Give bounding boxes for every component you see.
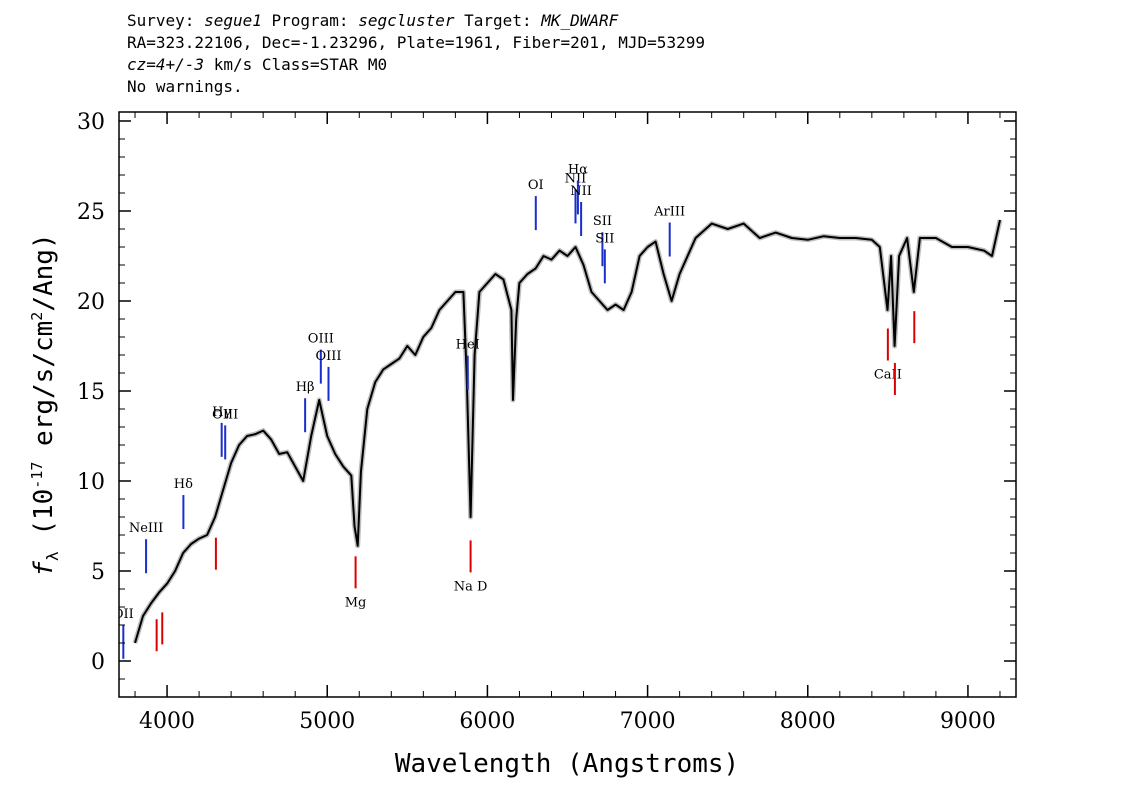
emission-line-label: HeI [456,338,480,353]
y-axis-units-part1: (10 [29,489,59,552]
absorption-line-label: Mg [345,595,367,610]
y-tick-label: 10 [77,470,105,495]
header-line-2: RA=323.22106, Dec=-1.23296, Plate=1961, … [127,33,705,52]
x-axis-title: Wavelength (Angstroms) [395,749,739,779]
y-axis-lambda-subscript: λ [43,551,62,561]
y-tick-label: 25 [77,200,105,225]
y-tick-label: 0 [91,650,105,675]
spectrum-line [134,219,1001,644]
emission-line-label: Hβ [296,380,315,395]
x-tick-label: 5000 [299,709,355,734]
emission-line-label: Hδ [174,477,193,492]
spectrum-header: Survey: segue1 Program: segcluster Targe… [127,10,705,98]
header-line-3: cz=4+/-3 km/s Class=STAR M0 [127,54,705,76]
absorption-line-label: CaII [874,367,902,382]
emission-line-label: Hγ [212,405,231,420]
x-tick-label: 6000 [459,709,515,734]
emission-line-label: NeIII [129,521,163,536]
x-tick-label: 4000 [139,709,195,734]
y-axis-exponent: -17 [28,462,46,489]
emission-line-label: NII [570,184,592,199]
y-tick-label: 5 [91,560,105,585]
emission-line-label: ArIII [653,205,685,220]
y-axis-units-part2: erg/s/cm [29,321,59,462]
y-axis-units-part3: /Ang) [29,233,59,311]
y-tick-label: 15 [77,380,105,405]
emission-line-label: NII [565,171,587,186]
emission-line-label: OI [528,178,544,193]
header-line-4: No warnings. [127,77,243,96]
y-tick-label: 20 [77,290,105,315]
emission-line-label: OIII [308,332,334,347]
redshift-value: cz=4+/-3 [127,55,205,74]
x-tick-label: 9000 [940,709,996,734]
program-value: segcluster [358,11,455,30]
emission-line-label: SII [595,231,614,246]
y-axis-title: fλ (10-17 erg/s/cm2/Ang) [28,233,62,576]
emission-line-label: OII [113,607,134,622]
target-value: MK_DWARF [541,11,619,30]
emission-line-label: OIII [315,349,341,364]
program-label: Program: [261,11,359,30]
survey-label: Survey: [127,11,205,30]
emission-line-label: OIII [212,407,238,422]
survey-value: segue1 [204,11,262,30]
x-tick-label: 7000 [620,709,676,734]
absorption-line-label: Na D [454,579,488,594]
target-label: Target: [454,11,542,30]
y-axis-flux-symbol: f [29,561,59,577]
emission-line-label: SII [593,214,612,229]
header-line-1: Survey: segue1 Program: segcluster Targe… [127,10,705,32]
x-tick-label: 8000 [780,709,836,734]
y-axis-square: 2 [28,312,46,321]
emission-line-label: Hα [568,162,588,177]
axis-ticks: 4000 5000 6000 7000 8000 9000 0 5 10 15 20 25 30 [77,110,1016,734]
y-tick-label: 30 [77,110,105,135]
plot-frame [118,111,1017,698]
class-text: km/s Class=STAR M0 [204,55,388,74]
